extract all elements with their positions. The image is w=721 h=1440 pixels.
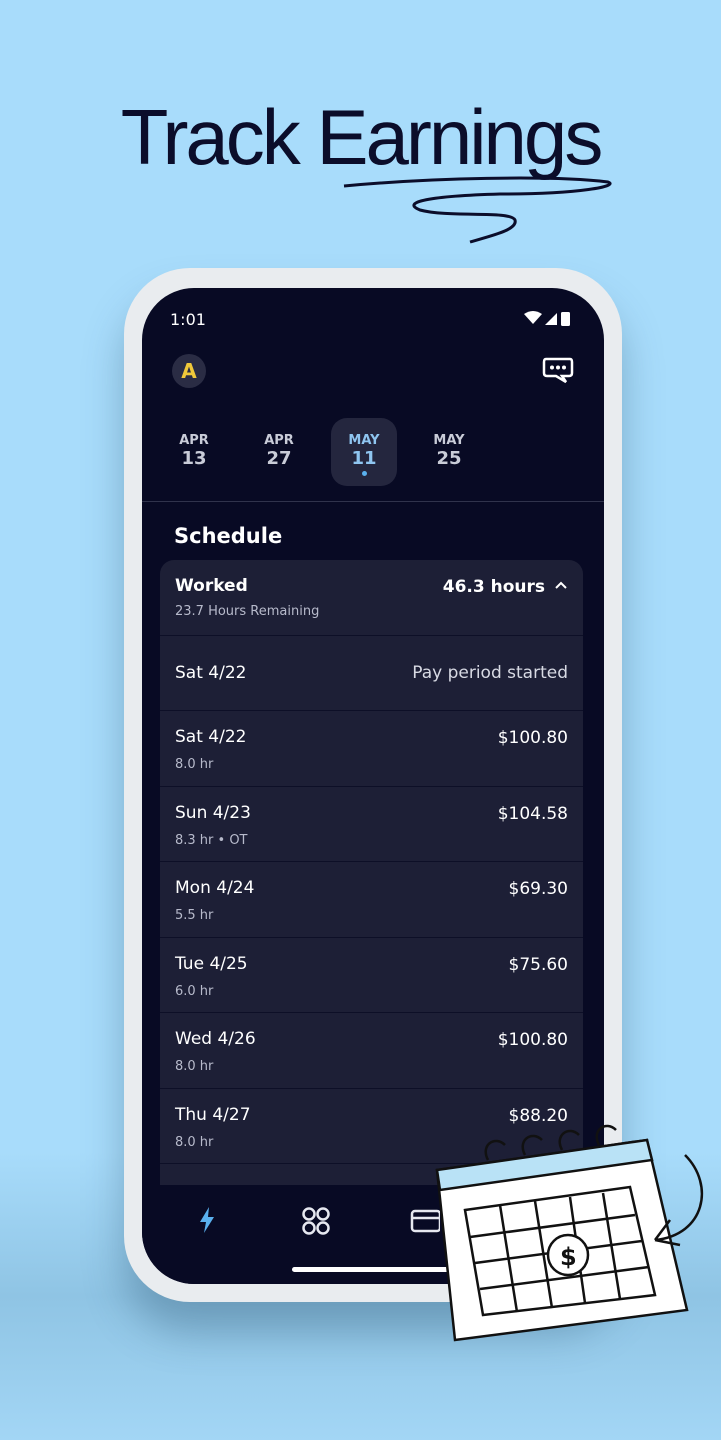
row-amount: $69.30: [508, 879, 568, 899]
list-item[interactable]: Tue 4/25 6.0 hr $75.60: [160, 938, 583, 1013]
row-day: Sat 4/22: [175, 727, 247, 747]
list-item[interactable]: Mon 4/24 5.5 hr $69.30: [160, 862, 583, 938]
hours-remaining: 23.7 Hours Remaining: [175, 604, 320, 619]
worked-summary-row[interactable]: Worked 23.7 Hours Remaining 46.3 hours: [160, 560, 583, 636]
app-screen: 1:01 A APR 13 APR 27 MAY 11 MAY 25 Schedule …: [142, 288, 604, 1284]
lightning-icon[interactable]: [199, 1207, 215, 1233]
row-amount: $100.80: [497, 1030, 568, 1050]
status-icons: [524, 311, 570, 326]
grid-icon[interactable]: [301, 1206, 331, 1236]
chevron-up-icon[interactable]: [554, 580, 568, 590]
row-amount: $88.20: [508, 1105, 568, 1126]
row-hours: 8.0 hr: [175, 1134, 214, 1150]
row-hours: 8.3 hr • OT: [175, 832, 248, 848]
row-amount: $75.60: [508, 954, 568, 975]
card-icon[interactable]: [410, 1209, 440, 1233]
row-day: Tue 4/25: [175, 953, 248, 974]
list-item[interactable]: Sun 4/23 8.3 hr • OT $104.58: [160, 787, 583, 862]
row-note: Pay period started: [412, 662, 568, 683]
chat-icon[interactable]: [542, 356, 574, 384]
pay-period-may-25[interactable]: MAY 25: [433, 433, 465, 469]
row-amount: $100.80: [497, 728, 568, 748]
divider: [142, 501, 604, 502]
list-item[interactable]: Sat 4/22 8.0 hr $100.80: [160, 711, 583, 787]
status-time: 1:01: [170, 310, 206, 329]
schedule-title: Schedule: [174, 524, 283, 548]
pay-period-apr-13[interactable]: APR 13: [179, 433, 209, 469]
list-item[interactable]: Sat 4/22 Pay period started: [160, 636, 583, 711]
row-hours: 5.5 hr: [175, 908, 214, 923]
worked-hours: 46.3 hours: [442, 577, 545, 597]
pay-period-selector: APR 13 APR 27 MAY 11 MAY 25: [142, 418, 604, 486]
row-day: Sat 4/22: [175, 662, 247, 683]
worked-label: Worked: [175, 576, 248, 596]
row-day: Mon 4/24: [175, 878, 255, 898]
row-hours: 8.0 hr: [175, 1059, 214, 1074]
pay-period-apr-27[interactable]: APR 27: [264, 433, 294, 469]
dollar-sign-icon: $: [560, 1243, 577, 1271]
headline: Track Earnings: [120, 93, 604, 181]
swirl-underline-decoration: [343, 176, 612, 244]
calendar-illustration: $: [435, 1124, 703, 1342]
home-indicator[interactable]: [292, 1267, 452, 1272]
row-hours: 6.0 hr: [175, 983, 214, 999]
schedule-card: Worked 23.7 Hours Remaining 46.3 hours S…: [160, 560, 583, 1200]
list-item[interactable]: Wed 4/26 8.0 hr $100.80: [160, 1013, 583, 1089]
row-hours: 8.0 hr: [175, 757, 214, 772]
row-day: Sun 4/23: [175, 802, 251, 823]
row-amount: $104.58: [497, 803, 568, 824]
list-item[interactable]: Thu 4/27 8.0 hr $88.20: [160, 1089, 583, 1164]
row-day: Wed 4/26: [175, 1029, 256, 1049]
pay-period-may-11[interactable]: MAY 11: [331, 418, 397, 486]
app-logo[interactable]: A: [172, 354, 206, 388]
row-day: Thu 4/27: [175, 1104, 251, 1125]
selected-dot: [361, 471, 367, 476]
